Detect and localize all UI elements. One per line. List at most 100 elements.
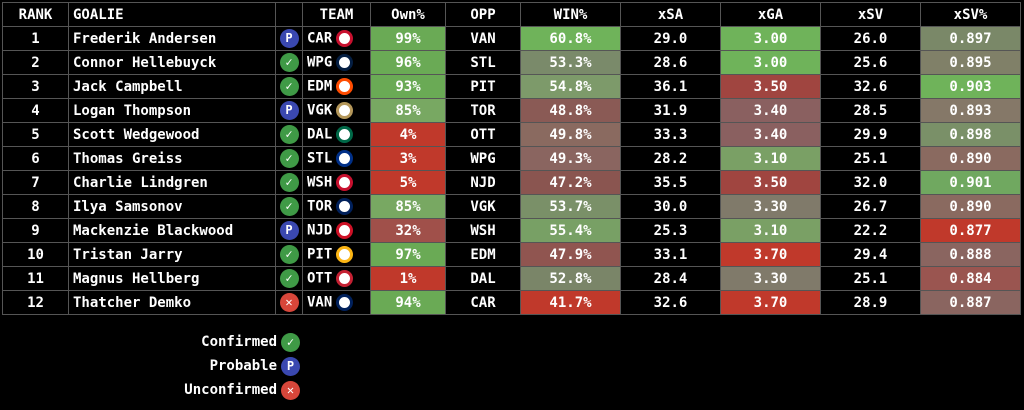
cell-text: 3.70: [753, 294, 788, 311]
cell: OTT: [445, 122, 521, 147]
cell-text: Frederik Andersen: [73, 30, 217, 47]
cell: 29.9: [820, 122, 921, 147]
cell-text: 52.8%: [549, 270, 592, 287]
cell: 26.7: [820, 194, 921, 219]
cell-text: WSH: [470, 222, 496, 239]
cell: 35.5: [620, 170, 721, 195]
cell: 0.887: [920, 290, 1021, 315]
cell-text: 0.893: [949, 102, 992, 119]
legend-item: Confirmed ✓: [0, 330, 300, 354]
cell-text: 3.50: [753, 78, 788, 95]
cell: 28.9: [820, 290, 921, 315]
status-icon: ✓: [279, 149, 299, 168]
status-cell: P: [275, 26, 303, 51]
cell-text: Connor Hellebuyck: [73, 54, 217, 71]
cell: 41.7%: [520, 290, 621, 315]
cell-text: 3.10: [753, 150, 788, 167]
cell-text: 3.70: [753, 246, 788, 263]
cell-text: DAL: [307, 126, 333, 143]
cell: Magnus Hellberg: [68, 266, 276, 291]
cell-text: 22.2: [853, 222, 888, 239]
goalie-row: 5 Scott Wedgewood ✓ DAL 4% OTT 49.8% 33.3 3.40 29…: [2, 122, 1021, 147]
cell-text: 3.40: [753, 102, 788, 119]
cell: 33.3: [620, 122, 721, 147]
cell-text: VGK: [470, 198, 496, 215]
cell: 4%: [370, 122, 446, 147]
legend-label: Probable: [209, 358, 277, 374]
cell-text: 29.0: [653, 30, 688, 47]
cell: 94%: [370, 290, 446, 315]
goalie-row: 6 Thomas Greiss ✓ STL 3% WPG 49.3% 28.2 3.10 25.1…: [2, 146, 1021, 171]
cell-text: 93%: [395, 78, 421, 95]
cell: 48.8%: [520, 98, 621, 123]
cell: VGK: [302, 98, 371, 123]
cell: 49.8%: [520, 122, 621, 147]
cell: 5%: [370, 170, 446, 195]
cell: 53.7%: [520, 194, 621, 219]
status-icon: ✕: [279, 293, 299, 312]
goalie-row: 9 Mackenzie Blackwood P NJD 32% WSH 55.4% 25.3 3…: [2, 218, 1021, 243]
cell-text: 3: [31, 78, 40, 95]
cell: 25.1: [820, 266, 921, 291]
cell-text: OTT: [470, 126, 496, 143]
cell: 5: [2, 122, 69, 147]
cell: 0.901: [920, 170, 1021, 195]
cell-text: 29.9: [853, 126, 888, 143]
cell: 0.893: [920, 98, 1021, 123]
cell-text: Charlie Lindgren: [73, 174, 208, 191]
header-cell: Own%: [370, 2, 446, 27]
status-cell: ✓: [275, 194, 303, 219]
cell-text: 0.895: [949, 54, 992, 71]
cell: PIT: [445, 74, 521, 99]
team-logo: [336, 54, 354, 71]
cell-text: 0.877: [949, 222, 992, 239]
cell: PIT: [302, 242, 371, 267]
cell: 3.10: [720, 218, 821, 243]
header-cell: GOALIE: [68, 2, 276, 27]
cell-text: 8: [31, 198, 40, 215]
cell: 0.903: [920, 74, 1021, 99]
cell-text: 0.901: [949, 174, 992, 191]
cell-text: PIT: [307, 246, 333, 263]
cell-text: 96%: [395, 54, 421, 71]
status-cell: ✕: [275, 290, 303, 315]
cell: 3.00: [720, 26, 821, 51]
cell: 11: [2, 266, 69, 291]
cell-text: 54.8%: [549, 78, 592, 95]
legend: Confirmed ✓ Probable P Unconfirmed ✕: [0, 330, 300, 402]
cell: 3.40: [720, 122, 821, 147]
cell-text: 0.888: [949, 246, 992, 263]
cell: 3.30: [720, 266, 821, 291]
cell-text: 32.6: [653, 294, 688, 311]
legend-item: Probable P: [0, 354, 300, 378]
goalie-row: 7 Charlie Lindgren ✓ WSH 5% NJD 47.2% 35.5 3.50 3…: [2, 170, 1021, 195]
cell-text: 0.890: [949, 198, 992, 215]
cell: 93%: [370, 74, 446, 99]
cell-text: 3%: [399, 150, 417, 167]
cell: OTT: [302, 266, 371, 291]
cell: Ilya Samsonov: [68, 194, 276, 219]
header-cell: xGA: [720, 2, 821, 27]
cell: 53.3%: [520, 50, 621, 75]
cell: 30.0: [620, 194, 721, 219]
cell-text: 25.1: [853, 150, 888, 167]
status-icon: ✓: [279, 53, 299, 72]
cell: DAL: [445, 266, 521, 291]
cell: Connor Hellebuyck: [68, 50, 276, 75]
goalie-row: 1 Frederik Andersen P CAR 99% VAN 60.8% 29.0 3.0…: [2, 26, 1021, 51]
status-icon: P: [279, 221, 299, 240]
cell: TOR: [445, 98, 521, 123]
cell-text: Thomas Greiss: [73, 150, 183, 167]
status-cell: ✓: [275, 146, 303, 171]
cell-text: 3.30: [753, 198, 788, 215]
cell-text: 33.1: [653, 246, 688, 263]
cell: 55.4%: [520, 218, 621, 243]
team-logo: [336, 270, 354, 287]
cell-text: 53.7%: [549, 198, 592, 215]
cell-text: 53.3%: [549, 54, 592, 71]
cell-text: 0.898: [949, 126, 992, 143]
cell: 3.50: [720, 170, 821, 195]
header-cell: RANK: [2, 2, 69, 27]
cell: EDM: [302, 74, 371, 99]
